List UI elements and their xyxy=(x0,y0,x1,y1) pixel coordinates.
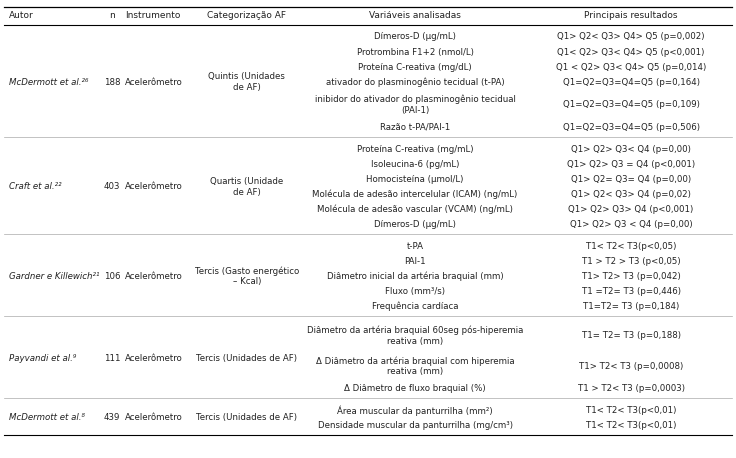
Text: Q1=Q2=Q3=Q4=Q5 (p=0,164): Q1=Q2=Q3=Q4=Q5 (p=0,164) xyxy=(562,78,700,87)
Text: Diâmetro da artéria braquial 60seg pós-hiperemia
reativa (mm): Diâmetro da artéria braquial 60seg pós-h… xyxy=(307,326,523,346)
Text: Q1> Q2< Q3> Q4> Q5 (p=0,002): Q1> Q2< Q3> Q4> Q5 (p=0,002) xyxy=(557,33,705,42)
Text: Δ Diâmetro da artéria braquial com hiperemia
reativa (mm): Δ Diâmetro da artéria braquial com hiper… xyxy=(316,356,514,376)
Text: Q1> Q2> Q3> Q4 (p<0,001): Q1> Q2> Q3> Q4 (p<0,001) xyxy=(568,205,694,214)
Text: Razão t-PA/PAI-1: Razão t-PA/PAI-1 xyxy=(380,123,450,132)
Text: Δ Diâmetro de fluxo braquial (%): Δ Diâmetro de fluxo braquial (%) xyxy=(344,384,486,393)
Text: Q1> Q2= Q3= Q4 (p=0,00): Q1> Q2= Q3= Q4 (p=0,00) xyxy=(571,175,691,184)
Text: Q1> Q2> Q3 < Q4 (p=0,00): Q1> Q2> Q3 < Q4 (p=0,00) xyxy=(570,220,693,229)
Text: Autor: Autor xyxy=(9,11,34,21)
Text: Frequência cardíaca: Frequência cardíaca xyxy=(372,302,459,311)
Text: Área muscular da panturrilha (mm²): Área muscular da panturrilha (mm²) xyxy=(337,405,493,416)
Text: inibidor do ativador do plasminogênio tecidual
(PAI-1): inibidor do ativador do plasminogênio te… xyxy=(315,95,515,114)
Text: Proteína C-reativa (mg/dL): Proteína C-reativa (mg/dL) xyxy=(358,63,472,71)
Text: PAI-1: PAI-1 xyxy=(404,257,426,266)
Text: t-PA: t-PA xyxy=(406,242,424,251)
Text: Instrumento: Instrumento xyxy=(125,11,180,21)
Text: Acelerômetro: Acelerômetro xyxy=(125,354,183,363)
Text: Acelerômetro: Acelerômetro xyxy=(125,182,183,191)
Text: Tercis (Gasto energético
– Kcal): Tercis (Gasto energético – Kcal) xyxy=(195,267,299,286)
Text: 106: 106 xyxy=(104,272,121,281)
Text: Q1> Q2> Q3< Q4 (p=0,00): Q1> Q2> Q3< Q4 (p=0,00) xyxy=(571,145,691,154)
Text: 439: 439 xyxy=(104,414,121,422)
Text: Acelerômetro: Acelerômetro xyxy=(125,414,183,422)
Text: Gardner e Killewich²¹: Gardner e Killewich²¹ xyxy=(9,272,99,281)
Text: Quartis (Unidade
de AF): Quartis (Unidade de AF) xyxy=(210,177,283,196)
Text: T1> T2< T3 (p=0,0008): T1> T2< T3 (p=0,0008) xyxy=(579,361,683,371)
Text: Q1> Q2> Q3 = Q4 (p<0,001): Q1> Q2> Q3 = Q4 (p<0,001) xyxy=(567,160,696,169)
Text: Payvandi et al.⁹: Payvandi et al.⁹ xyxy=(9,354,77,363)
Text: Diâmetro inicial da artéria braquial (mm): Diâmetro inicial da artéria braquial (mm… xyxy=(327,272,503,281)
Text: Tercis (Unidades de AF): Tercis (Unidades de AF) xyxy=(197,414,297,422)
Text: 188: 188 xyxy=(104,78,121,87)
Text: Q1 < Q2> Q3< Q4> Q5 (p=0,014): Q1 < Q2> Q3< Q4> Q5 (p=0,014) xyxy=(556,63,707,71)
Text: Proteína C-reativa (mg/mL): Proteína C-reativa (mg/mL) xyxy=(357,145,473,154)
Text: Quintis (Unidades
de AF): Quintis (Unidades de AF) xyxy=(208,72,286,92)
Text: Acelerômetro: Acelerômetro xyxy=(125,272,183,281)
Text: n: n xyxy=(110,11,115,21)
Text: McDermott et al.²⁶: McDermott et al.²⁶ xyxy=(9,78,88,87)
Text: T1< T2< T3(p<0,01): T1< T2< T3(p<0,01) xyxy=(586,421,676,430)
Text: ativador do plasminogênio tecidual (t-PA): ativador do plasminogênio tecidual (t-PA… xyxy=(326,77,504,87)
Text: Homocisteína (μmol/L): Homocisteína (μmol/L) xyxy=(367,175,464,184)
Text: Dímeros-D (μg/mL): Dímeros-D (μg/mL) xyxy=(374,220,456,229)
Text: Molécula de adesão vascular (VCAM) (ng/mL): Molécula de adesão vascular (VCAM) (ng/m… xyxy=(317,205,513,214)
Text: Variáveis analisadas: Variáveis analisadas xyxy=(369,11,461,21)
Text: Tercis (Unidades de AF): Tercis (Unidades de AF) xyxy=(197,354,297,363)
Text: T1> T2> T3 (p=0,042): T1> T2> T3 (p=0,042) xyxy=(581,272,681,281)
Text: 403: 403 xyxy=(104,182,121,191)
Text: Q1< Q2> Q3< Q4> Q5 (p<0,001): Q1< Q2> Q3< Q4> Q5 (p<0,001) xyxy=(557,48,705,56)
Text: T1< T2< T3(p<0,05): T1< T2< T3(p<0,05) xyxy=(586,242,676,251)
Text: T1= T2= T3 (p=0,188): T1= T2= T3 (p=0,188) xyxy=(581,332,681,340)
Text: Q1=Q2=Q3=Q4=Q5 (p=0,109): Q1=Q2=Q3=Q4=Q5 (p=0,109) xyxy=(563,100,699,109)
Text: Dímeros-D (μg/mL): Dímeros-D (μg/mL) xyxy=(374,33,456,42)
Text: Q1=Q2=Q3=Q4=Q5 (p=0,506): Q1=Q2=Q3=Q4=Q5 (p=0,506) xyxy=(562,123,700,132)
Text: Principais resultados: Principais resultados xyxy=(584,11,678,21)
Text: Acelerômetro: Acelerômetro xyxy=(125,78,183,87)
Text: Craft et al.²²: Craft et al.²² xyxy=(9,182,62,191)
Text: Molécula de adesão intercelular (ICAM) (ng/mL): Molécula de adesão intercelular (ICAM) (… xyxy=(313,190,517,199)
Text: Isoleucina-6 (pg/mL): Isoleucina-6 (pg/mL) xyxy=(371,160,459,169)
Text: Protrombina F1+2 (nmol/L): Protrombina F1+2 (nmol/L) xyxy=(357,48,473,56)
Text: McDermott et al.⁸: McDermott et al.⁸ xyxy=(9,414,85,422)
Text: T1 > T2< T3 (p=0,0003): T1 > T2< T3 (p=0,0003) xyxy=(578,384,684,393)
Text: T1 =T2= T3 (p=0,446): T1 =T2= T3 (p=0,446) xyxy=(581,287,681,296)
Text: Categorização AF: Categorização AF xyxy=(208,11,286,21)
Text: T1< T2< T3(p<0,01): T1< T2< T3(p<0,01) xyxy=(586,406,676,415)
Text: T1 > T2 > T3 (p<0,05): T1 > T2 > T3 (p<0,05) xyxy=(581,257,681,266)
Text: Q1> Q2< Q3> Q4 (p=0,02): Q1> Q2< Q3> Q4 (p=0,02) xyxy=(571,190,691,199)
Text: T1=T2= T3 (p=0,184): T1=T2= T3 (p=0,184) xyxy=(583,302,679,311)
Text: 111: 111 xyxy=(104,354,121,363)
Text: Fluxo (mm³/s): Fluxo (mm³/s) xyxy=(385,287,445,296)
Text: Densidade muscular da panturrilha (mg/cm³): Densidade muscular da panturrilha (mg/cm… xyxy=(318,421,512,430)
